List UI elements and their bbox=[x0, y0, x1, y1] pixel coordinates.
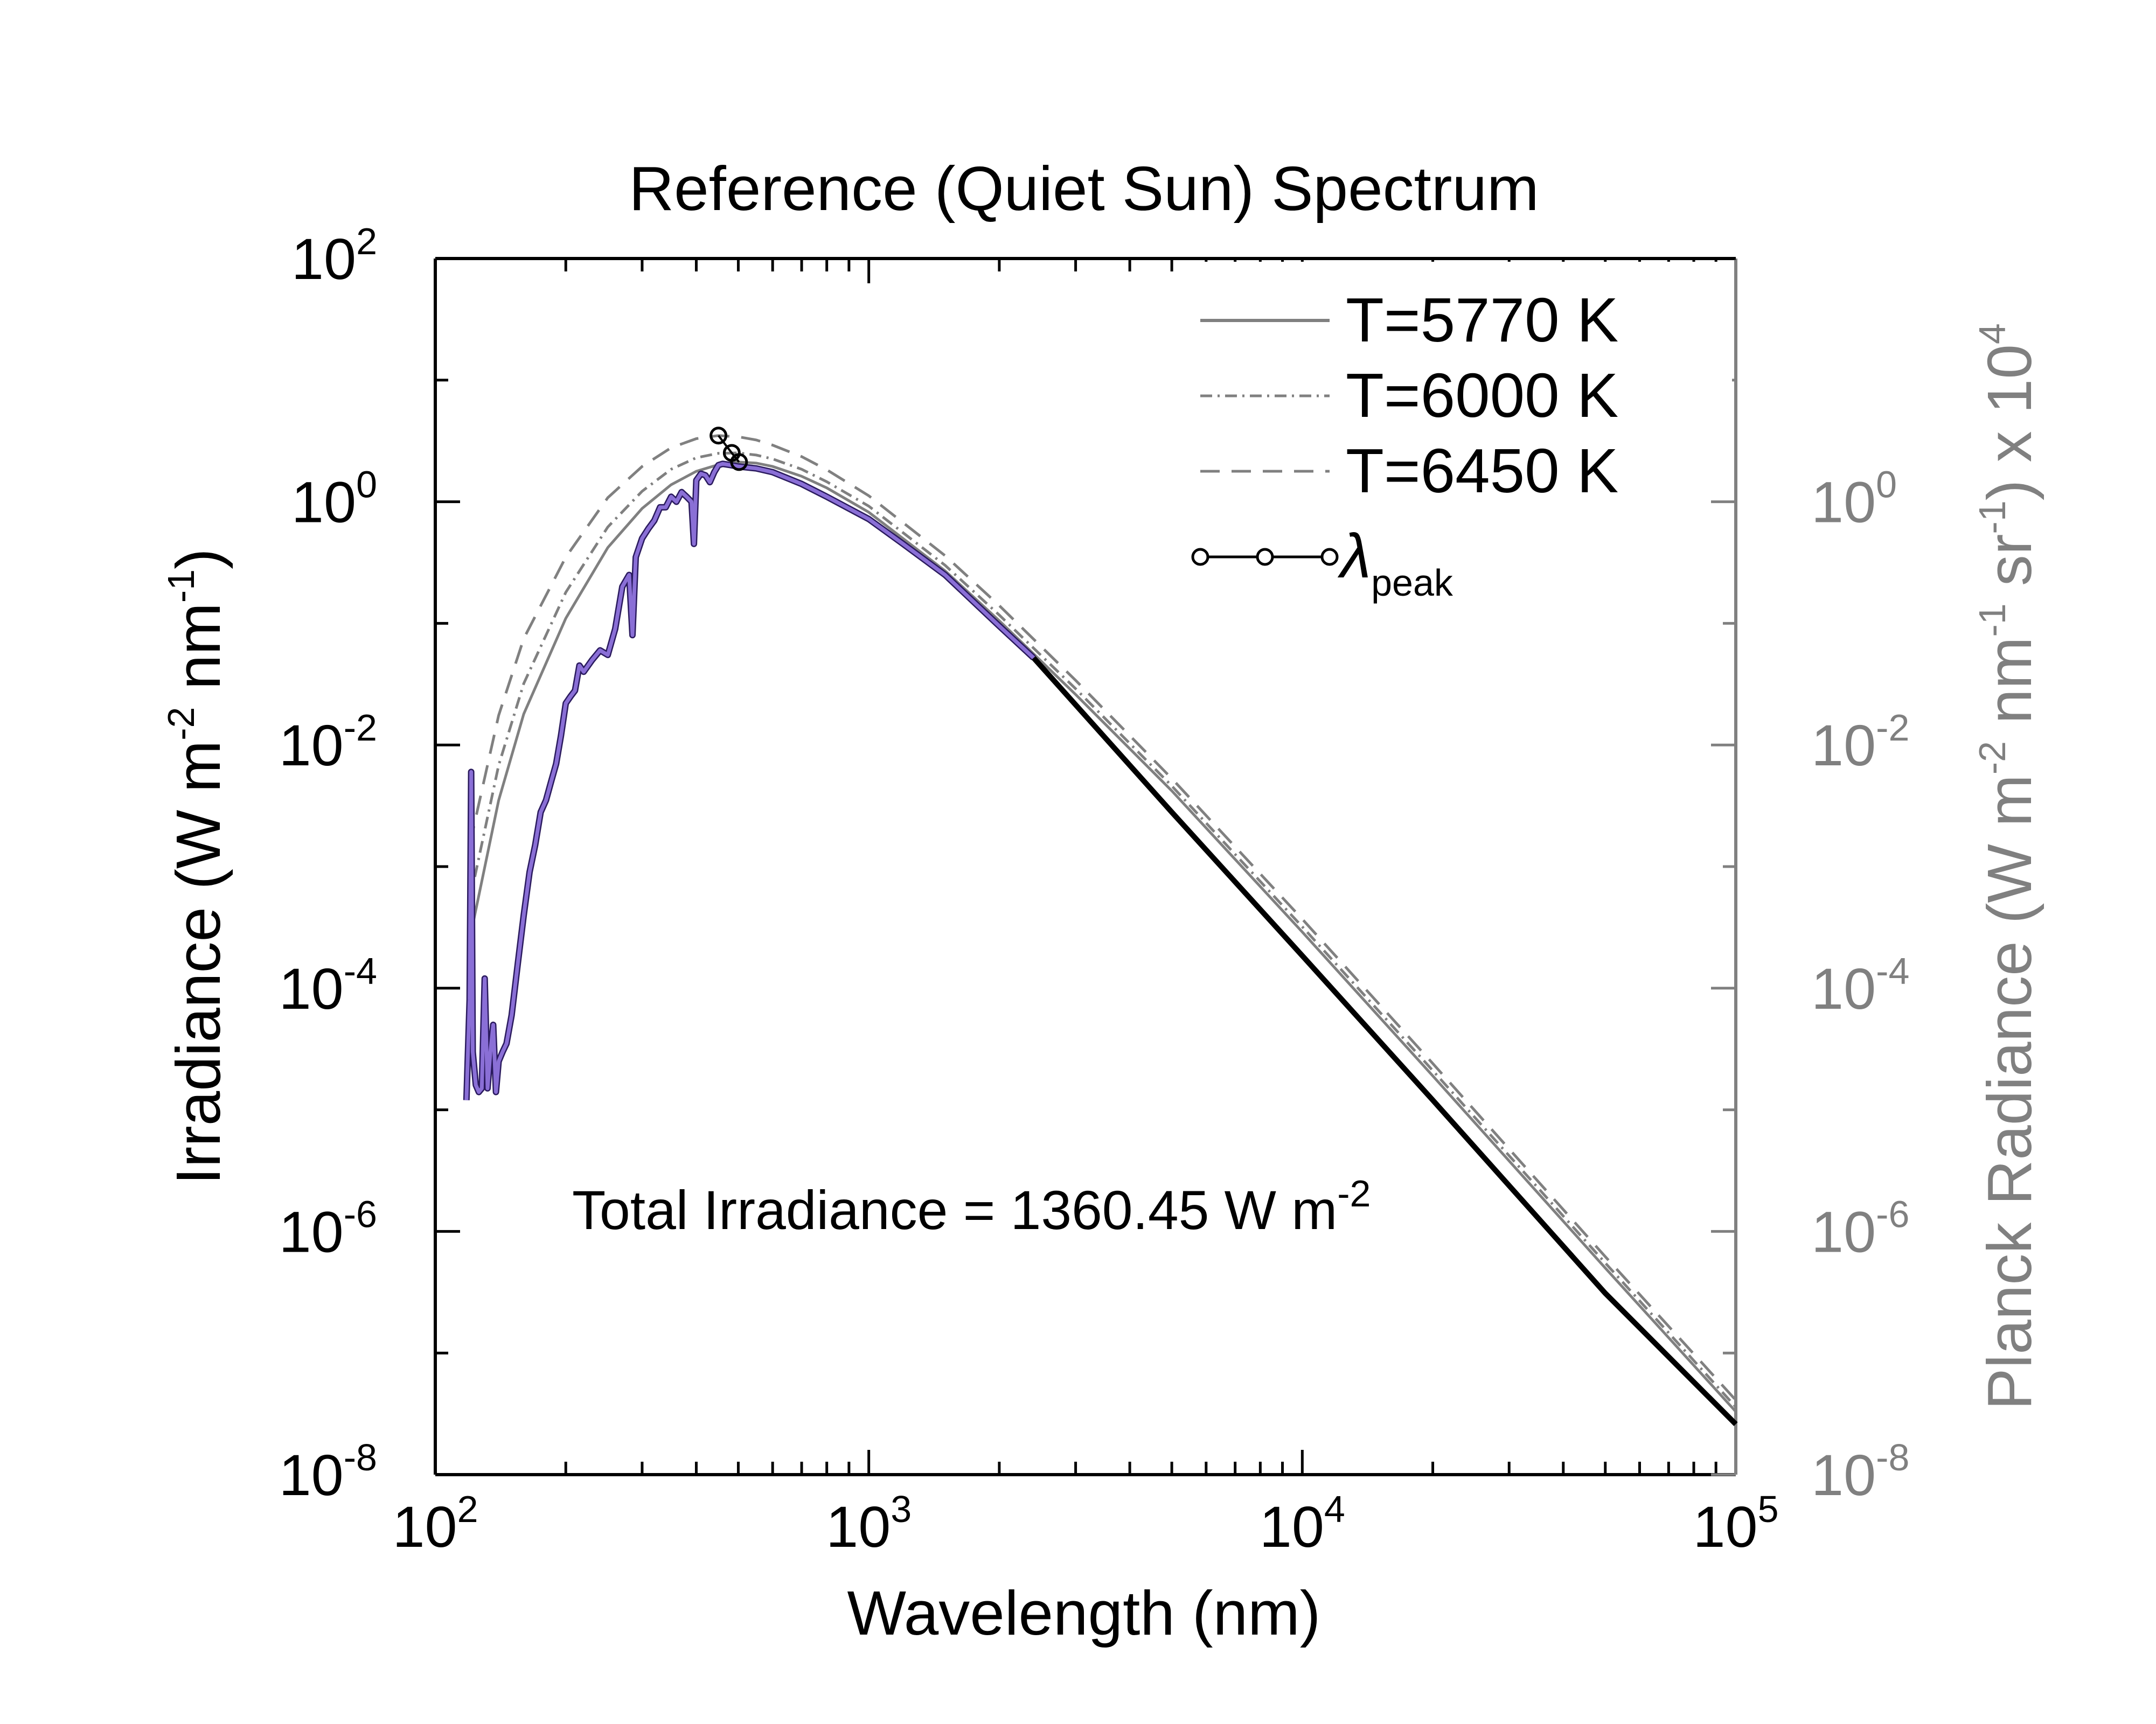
y2-axis-label-exp1: -2 bbox=[1971, 741, 2013, 774]
y-tick-label-exp: -6 bbox=[344, 1193, 377, 1235]
series-layer bbox=[463, 427, 1738, 1426]
y2-tick-label-base: 10 bbox=[1811, 713, 1876, 778]
x-tick-label-exp: 2 bbox=[457, 1488, 478, 1530]
x-tick-label: 105 bbox=[1693, 1488, 1778, 1559]
planck-curve-5770 bbox=[468, 460, 1737, 1413]
legend-label-peak-sub: peak bbox=[1371, 562, 1453, 604]
legend-label-peak: λpeak bbox=[1337, 521, 1453, 604]
x-tick-label-exp: 5 bbox=[1758, 1488, 1779, 1530]
y2-axis-label-end: ) x 10 bbox=[1974, 344, 2044, 500]
peak-marker bbox=[710, 427, 728, 445]
legend-label-peak-symbol: λ bbox=[1337, 521, 1371, 591]
planck-curve-6450 bbox=[468, 434, 1737, 1401]
y2-tick-label-exp: -4 bbox=[1876, 950, 1909, 992]
y-tick-label-exp: 2 bbox=[356, 220, 377, 262]
y-tick-label-exp: -4 bbox=[344, 950, 377, 992]
legend-label-6450: T=6450 K bbox=[1346, 436, 1618, 506]
y-tick-label: 10-6 bbox=[279, 1193, 377, 1264]
y-tick-label: 10-4 bbox=[279, 950, 377, 1021]
legend-background bbox=[1177, 262, 1732, 499]
legend-peak-marker-1 bbox=[1191, 548, 1209, 566]
x-tick-label-base: 10 bbox=[1693, 1494, 1757, 1559]
planck-curve-6000 bbox=[468, 451, 1737, 1408]
y-tick-label-base: 10 bbox=[279, 713, 344, 778]
annotation-text: Total Irradiance = 1360.45 W m bbox=[572, 1179, 1337, 1241]
y2-tick-label: 10-4 bbox=[1811, 950, 1909, 1021]
y-axis-label-mid: nm bbox=[163, 603, 233, 707]
annotation-exp: -2 bbox=[1337, 1172, 1371, 1215]
total-irradiance-annotation: Total Irradiance = 1360.45 W m-2 bbox=[572, 1172, 1371, 1241]
x-tick-label: 102 bbox=[392, 1488, 478, 1559]
chart-title: Reference (Quiet Sun) Spectrum bbox=[629, 153, 1539, 224]
y2-axis-label: Planck Radiance (W m-2 nm-1 sr-1) x 104 bbox=[1971, 323, 2044, 1410]
y2-axis-label-exp4: 4 bbox=[1971, 323, 2013, 344]
y2-axis-label-exp2: -1 bbox=[1971, 603, 2013, 637]
y2-tick-label-base: 10 bbox=[1811, 470, 1876, 535]
y2-tick-label-exp: 0 bbox=[1876, 464, 1897, 506]
y-axis-label-exp2: -1 bbox=[160, 569, 202, 603]
y2-tick-label-exp: -8 bbox=[1876, 1436, 1909, 1478]
y-tick-label: 10-8 bbox=[279, 1436, 377, 1507]
y2-axis-label-mid2: sr bbox=[1974, 534, 2044, 603]
x-tick-labels: 102 103 104 105 bbox=[392, 1488, 1778, 1559]
x-tick-label-base: 10 bbox=[826, 1494, 891, 1559]
y2-tick-label-base: 10 bbox=[1811, 1199, 1876, 1264]
y2-tick-label: 100 bbox=[1811, 464, 1897, 535]
y-tick-label-base: 10 bbox=[279, 1442, 344, 1507]
x-tick-label: 103 bbox=[826, 1488, 912, 1559]
x-tick-label-base: 10 bbox=[392, 1494, 457, 1559]
x-tick-label-exp: 4 bbox=[1324, 1488, 1345, 1530]
y-tick-label-exp: -2 bbox=[344, 707, 377, 749]
legend-peak-marker-2 bbox=[1256, 548, 1274, 566]
y2-tick-label-base: 10 bbox=[1811, 1442, 1876, 1507]
y2-tick-label-exp: -6 bbox=[1876, 1193, 1909, 1235]
legend: T=5770 K T=6000 K T=6450 K λpeak bbox=[1177, 262, 1732, 604]
legend-label-6000: T=6000 K bbox=[1346, 360, 1618, 430]
y2-axis-label-exp3: -1 bbox=[1971, 500, 2013, 534]
y2-tick-label: 10-8 bbox=[1811, 1436, 1909, 1507]
x-tick-label: 104 bbox=[1260, 1488, 1345, 1559]
y2-tick-label-exp: -2 bbox=[1876, 707, 1909, 749]
y-axis-label-main: Irradiance (W m bbox=[163, 741, 233, 1185]
y2-tick-label-base: 10 bbox=[1811, 956, 1876, 1021]
y-tick-label-exp: 0 bbox=[356, 464, 377, 506]
y-tick-label: 100 bbox=[291, 464, 377, 535]
y-tick-label: 10-2 bbox=[279, 707, 377, 778]
peak-marker bbox=[730, 453, 748, 471]
y2-tick-label: 10-2 bbox=[1811, 707, 1909, 778]
y-tick-label-base: 10 bbox=[291, 226, 356, 291]
legend-label-5770: T=5770 K bbox=[1346, 285, 1618, 355]
y-tick-label-base: 10 bbox=[279, 1199, 344, 1264]
y-axis-ticks bbox=[435, 257, 460, 1476]
y-axis-label-exp1: -2 bbox=[160, 707, 202, 740]
x-axis-label: Wavelength (nm) bbox=[847, 1578, 1321, 1648]
y-tick-label-base: 10 bbox=[291, 470, 356, 535]
y2-axis-ticks bbox=[1711, 257, 1736, 1476]
y-tick-label-exp: -8 bbox=[344, 1436, 377, 1478]
x-tick-label-exp: 3 bbox=[891, 1488, 912, 1530]
y-tick-label-base: 10 bbox=[279, 956, 344, 1021]
spectrum-curve bbox=[464, 462, 1035, 1100]
y-axis-label-end: ) bbox=[163, 548, 233, 569]
y2-tick-label: 10-6 bbox=[1811, 1193, 1909, 1264]
x-tick-label-base: 10 bbox=[1260, 1494, 1324, 1559]
spectrum-extension-curve bbox=[1031, 656, 1738, 1426]
legend-peak-marker-3 bbox=[1320, 548, 1339, 566]
y-axis-label: Irradiance (W m-2 nm-1) bbox=[160, 548, 233, 1185]
y2-axis-label-mid: nm bbox=[1974, 637, 2044, 741]
y2-axis-label-main: Planck Radiance (W m bbox=[1974, 774, 2044, 1410]
y-tick-label: 102 bbox=[291, 220, 377, 291]
